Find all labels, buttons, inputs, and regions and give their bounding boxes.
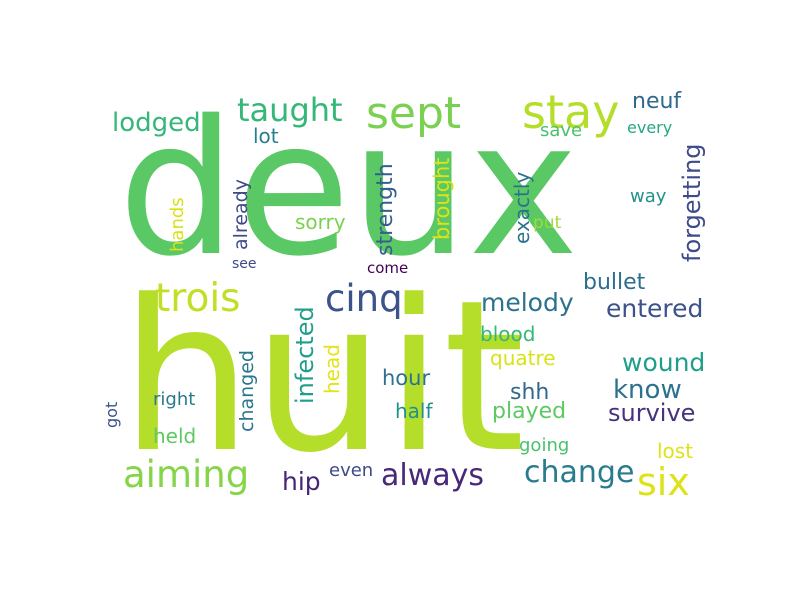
word-cinq: cinq (325, 277, 403, 320)
word-way: way (630, 186, 667, 207)
word-infected: infected (291, 306, 319, 404)
word-played: played (492, 399, 567, 424)
word-quatre: quatre (490, 346, 556, 370)
word-aiming: aiming (123, 453, 250, 496)
word-hip: hip (282, 467, 321, 496)
word-going: going (519, 435, 570, 456)
word-sorry: sorry (295, 210, 346, 234)
word-come: come (367, 259, 409, 277)
word-changed: changed (236, 350, 258, 432)
word-lodged: lodged (112, 108, 201, 138)
word-strength: strength (373, 163, 398, 256)
word-huit: huit (120, 256, 525, 499)
word-survive: survive (608, 399, 696, 427)
word-every: every (627, 118, 673, 137)
word-hands: hands (167, 197, 188, 252)
word-bullet: bullet (583, 270, 646, 295)
word-sept: sept (366, 88, 462, 139)
word-six: six (637, 460, 690, 504)
word-see: see (232, 256, 257, 272)
word-brought: brought (430, 157, 454, 240)
word-lot: lot (253, 124, 279, 148)
word-save: save (540, 120, 583, 141)
word-lost: lost (657, 439, 694, 463)
word-right: right (153, 389, 196, 410)
word-half: half (395, 399, 433, 423)
word-exactly: exactly (510, 171, 534, 244)
word-blood: blood (480, 322, 536, 346)
word-shh: shh (510, 380, 550, 405)
word-know: know (613, 375, 682, 405)
word-taught: taught (237, 91, 343, 129)
word-hour: hour (382, 366, 431, 390)
word-stay: stay (522, 85, 620, 139)
word-change: change (524, 455, 635, 490)
word-wound: wound (622, 348, 706, 377)
word-even: even (329, 460, 374, 481)
word-put: put (533, 213, 562, 233)
word-deux: deux (118, 80, 579, 297)
word-trois: trois (155, 276, 241, 321)
word-entered: entered (606, 294, 704, 323)
word-already: already (230, 179, 252, 250)
word-got: got (102, 401, 121, 428)
word-held: held (153, 424, 197, 448)
word-neuf: neuf (632, 89, 682, 114)
word-forgetting: forgetting (678, 143, 706, 262)
word-melody: melody (481, 288, 574, 317)
word-head: head (320, 344, 344, 394)
word-always: always (381, 458, 485, 493)
